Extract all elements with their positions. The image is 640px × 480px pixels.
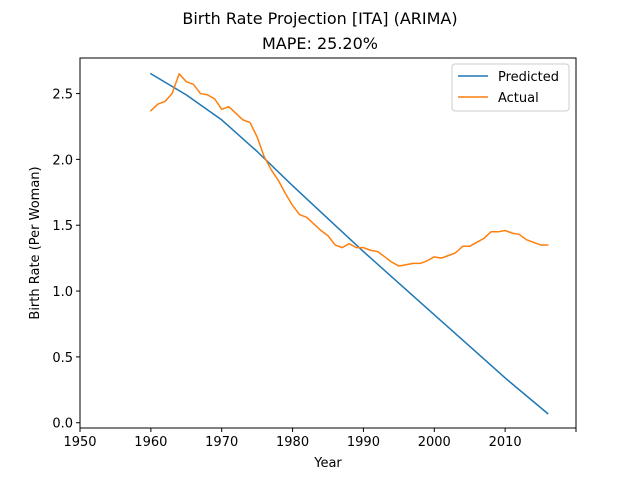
x-tick-label: 1970 xyxy=(205,435,238,450)
series-line-predicted xyxy=(149,72,549,415)
x-tick-label: 1990 xyxy=(347,435,380,450)
y-tick-label: 1.5 xyxy=(52,219,73,234)
x-axis-label: Year xyxy=(313,456,342,471)
x-tick-label: 1950 xyxy=(63,435,96,450)
x-tick-label: 2010 xyxy=(489,435,522,450)
chart-subtitle: MAPE: 25.20% xyxy=(262,34,378,53)
legend-label-actual: Actual xyxy=(498,91,539,106)
y-tick-label: 1.0 xyxy=(52,285,73,300)
axis-ticks: 1950 1960 1970 1980 1990 2000 2010 0.0 0.5 1.0 1.5… xyxy=(52,88,577,450)
y-tick-label: 2.0 xyxy=(52,153,73,168)
series-line-actual xyxy=(149,73,549,267)
x-tick-label: 2000 xyxy=(418,435,451,450)
plot-frame xyxy=(79,57,577,429)
legend-label-predicted: Predicted xyxy=(498,70,559,85)
y-axis-label: Birth Rate (Per Woman) xyxy=(28,166,43,319)
y-tick-label: 2.5 xyxy=(52,88,73,103)
chart-title: Birth Rate Projection [ITA] (ARIMA) xyxy=(182,9,457,28)
y-tick-label: 0.5 xyxy=(52,351,73,366)
x-tick-label: 1960 xyxy=(134,435,167,450)
legend: Predicted Actual xyxy=(451,63,570,112)
y-tick-label: 0.0 xyxy=(52,417,73,432)
x-tick-label: 1980 xyxy=(276,435,309,450)
series-lines xyxy=(149,72,549,415)
